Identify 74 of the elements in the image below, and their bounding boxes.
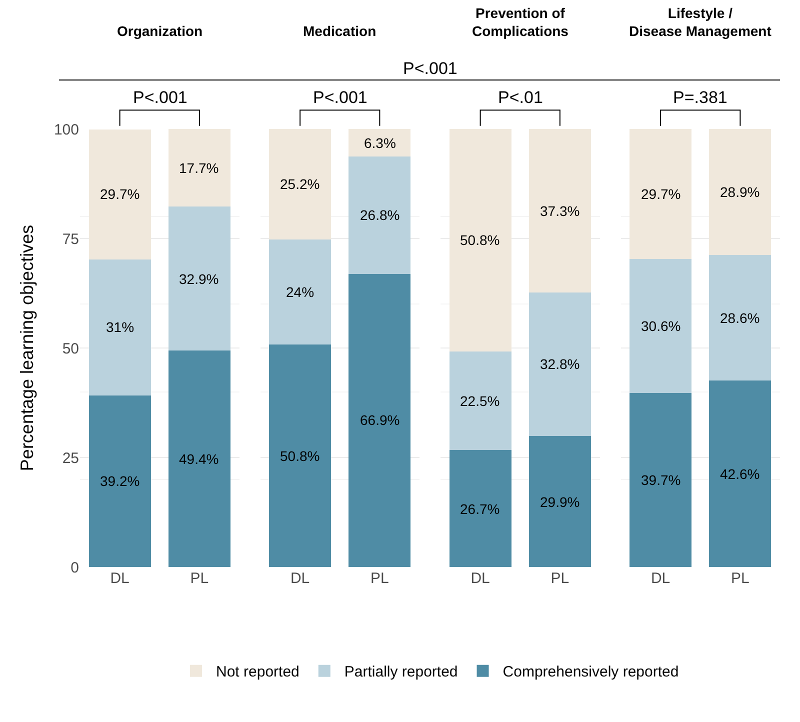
- data-label: 28.9%: [720, 184, 760, 200]
- bar: [269, 239, 332, 344]
- y-tick-label: 50: [62, 340, 79, 358]
- data-label: 29.7%: [100, 186, 140, 202]
- bar: [168, 350, 230, 567]
- data-label: 50.8%: [460, 232, 500, 248]
- bar: [88, 260, 151, 396]
- data-label: 24%: [286, 284, 314, 300]
- data-label: 31%: [106, 319, 134, 335]
- chart-title: Lifestyle / Disease Management: [629, 5, 772, 40]
- data-label: 37.3%: [540, 203, 580, 219]
- x-tick-label: PL: [550, 570, 570, 587]
- y-tick-label: 75: [62, 230, 79, 248]
- data-label: 50.8%: [280, 448, 320, 464]
- bar: [348, 274, 411, 567]
- bar: [168, 206, 230, 351]
- bar: [630, 259, 692, 394]
- text: P<.001: [133, 88, 188, 107]
- data-label: 26.7%: [460, 501, 500, 517]
- bar: [528, 436, 591, 567]
- data-label: 32.9%: [179, 271, 219, 287]
- y-tick-label: 0: [70, 559, 79, 576]
- data-label: 30.6%: [641, 318, 681, 334]
- chart-title: Prevention of Complications: [472, 5, 569, 40]
- bar: [528, 292, 591, 436]
- data-label: 32.8%: [540, 356, 580, 372]
- x-tick-label: DL: [110, 570, 130, 587]
- text: P<.001: [313, 88, 368, 107]
- legend-label: Comprehensively reported: [502, 664, 679, 681]
- x-tick-label: DL: [290, 570, 310, 587]
- x-tick-label: PL: [190, 570, 209, 587]
- y-axis-title: Percentage learning objectives: [17, 224, 38, 472]
- data-label: 28.6%: [720, 310, 760, 326]
- data-label: 26.8%: [360, 207, 400, 223]
- x-tick-label: DL: [650, 570, 670, 587]
- chart-title: Organization: [117, 23, 203, 39]
- bar: [88, 395, 151, 567]
- bar: [449, 450, 512, 567]
- bar: [449, 352, 512, 450]
- data-label: 39.2%: [100, 473, 140, 489]
- data-label: 6.3%: [364, 135, 396, 151]
- x-tick-label: PL: [370, 570, 389, 587]
- y-tick-label: 100: [54, 121, 79, 138]
- y-tick-label: 25: [62, 450, 79, 467]
- text: P<.01: [498, 88, 543, 107]
- bar: [269, 344, 332, 567]
- data-label: 29.9%: [540, 494, 580, 510]
- bar: [269, 129, 332, 240]
- x-tick-label: DL: [470, 570, 490, 587]
- data-label: 49.4%: [179, 451, 219, 467]
- data-label: 17.7%: [179, 160, 219, 176]
- data-label: 66.9%: [360, 412, 400, 428]
- data-label: 42.6%: [720, 466, 760, 482]
- bar: [709, 129, 772, 256]
- bar: [348, 156, 411, 274]
- data-label: 25.2%: [280, 176, 320, 192]
- bar: [630, 393, 692, 567]
- bar: [630, 129, 692, 260]
- legend-label: Not reported: [216, 664, 300, 681]
- data-label: 22.5%: [460, 393, 500, 409]
- data-label: 39.7%: [641, 472, 681, 488]
- x-tick-label: PL: [731, 570, 750, 587]
- bar: [348, 129, 411, 157]
- bar: [449, 129, 512, 352]
- bar: [168, 129, 230, 207]
- data-label: 29.7%: [641, 186, 681, 202]
- bar: [528, 129, 591, 292]
- bar: [709, 380, 772, 567]
- bar: [88, 129, 151, 260]
- chart-title: Medication: [303, 23, 376, 39]
- bar: [709, 255, 772, 380]
- text: P=.381: [673, 88, 728, 107]
- text: P<.001: [403, 59, 458, 78]
- legend-label: Partially reported: [344, 664, 458, 681]
